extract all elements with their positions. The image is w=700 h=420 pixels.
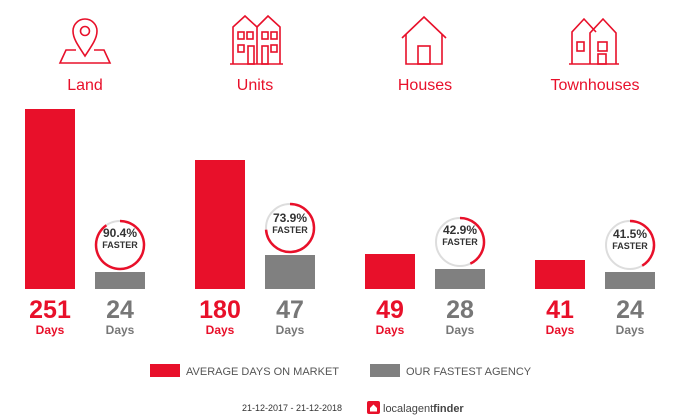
category-label-units: Units [237,77,273,94]
faster-percent-townhouses: 41.5% [613,227,647,241]
legend-swatch-fastest [370,364,400,377]
days-unit-label: Days [546,323,575,337]
fastest-days-bar-land [95,272,145,289]
faster-rings-layer [94,202,656,271]
days-unit-label: Days [376,323,405,337]
legend-swatch-average [150,364,180,377]
category-label-townhouses: Townhouses [551,77,640,94]
faster-label: FASTER [612,241,648,251]
days-unit-label: Days [446,323,475,337]
avg-days-bar-townhouses [535,260,585,289]
fastest-days-value-houses: 28 [446,296,474,324]
days-unit-label: Days [206,323,235,337]
avg-days-value-townhouses: 41 [546,296,574,324]
days-unit-label: Days [276,323,305,337]
map-pin-icon [58,18,112,64]
faster-ring-arc-townhouses [629,219,656,267]
faster-label: FASTER [272,225,308,235]
brand-name-regular: localagent [383,403,433,415]
fastest-days-bar-houses [435,269,485,289]
days-unit-label: Days [36,323,65,337]
legend: AVERAGE DAYS ON MARKET OUR FASTEST AGENC… [150,364,532,378]
fastest-days-value-townhouses: 24 [616,296,644,324]
brand-name-bold: finder [433,403,464,415]
legend-label-average: AVERAGE DAYS ON MARKET [186,366,339,378]
units-building-icon [230,14,283,65]
category-label-land: Land [67,77,103,94]
brand-logo: localagentfinder [367,401,464,415]
faster-label: FASTER [442,237,478,247]
avg-days-bar-units [195,160,245,289]
house-icon [401,15,447,65]
fastest-days-value-land: 24 [106,296,134,324]
faster-ring-arc-land [94,219,146,271]
fastest-days-value-units: 47 [276,296,304,324]
faster-percent-land: 90.4% [103,226,137,240]
fastest-days-bar-townhouses [605,272,655,289]
faster-percent-units: 73.9% [273,211,307,225]
faster-ring-arc-houses [459,216,486,265]
days-unit-label: Days [106,323,135,337]
faster-percent-houses: 42.9% [443,223,477,237]
avg-days-value-land: 251 [29,296,71,324]
faster-label: FASTER [102,240,138,250]
days-unit-label: Days [616,323,645,337]
avg-days-value-units: 180 [199,296,241,324]
avg-days-bar-land [25,109,75,289]
faster-ring-arc-units [264,202,316,254]
brand-name: localagentfinder [383,403,464,415]
bars-layer [25,109,655,289]
avg-days-value-houses: 49 [376,296,404,324]
townhouses-icon [569,17,619,65]
legend-label-fastest: OUR FASTEST AGENCY [406,366,532,378]
date-range: 21-12-2017 - 21-12-2018 [242,403,342,413]
avg-days-bar-houses [365,254,415,289]
category-label-houses: Houses [398,77,452,94]
fastest-days-bar-units [265,255,315,289]
